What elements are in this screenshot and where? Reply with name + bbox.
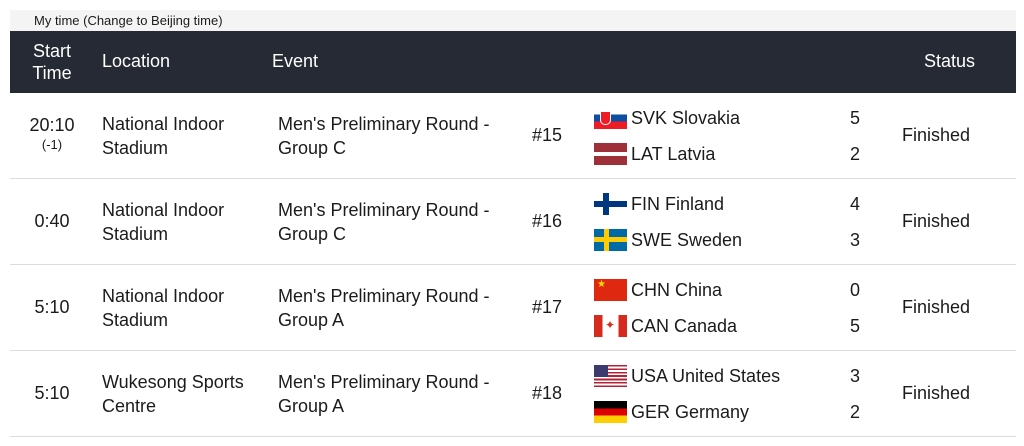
team-name: SVK Slovakia — [631, 107, 741, 128]
start-time-value: 5:10 — [34, 383, 70, 403]
match-status: Finished — [902, 383, 971, 403]
match-status: Finished — [902, 125, 971, 145]
team-home[interactable]: FIN Finland — [594, 192, 724, 216]
svk-flag-icon — [594, 107, 627, 129]
fin-flag-icon — [594, 193, 627, 215]
can-flag-icon — [594, 315, 627, 337]
team-name: SWE Sweden — [631, 229, 743, 250]
start-time-value: 5:10 — [34, 297, 70, 317]
start-time: 0:40 — [24, 209, 80, 233]
team-home[interactable]: SVK Slovakia — [594, 106, 740, 130]
team-home-score: 0 — [849, 280, 860, 300]
team-away[interactable]: CAN Canada — [594, 314, 737, 338]
timezone-bar: My time (Change to Beijing time) — [10, 10, 1016, 31]
match-number: #16 — [532, 211, 563, 231]
schedule-table-header: Start Time Location Event Status — [10, 31, 1016, 93]
timezone-toggle-link[interactable]: My time (Change to Beijing time) — [34, 13, 223, 28]
team-name: FIN Finland — [631, 193, 725, 214]
team-away-score: 3 — [849, 230, 860, 250]
swe-flag-icon — [594, 229, 627, 251]
usa-flag-icon — [594, 365, 627, 387]
table-row[interactable]: 5:10 Wukesong Sports Centre Men's Prelim… — [10, 351, 1016, 437]
table-row[interactable]: 0:40 National Indoor Stadium Men's Preli… — [10, 179, 1016, 265]
match-status: Finished — [902, 211, 971, 231]
table-row[interactable]: 20:10 (-1) National Indoor Stadium Men's… — [10, 93, 1016, 179]
event-name: Men's Preliminary Round - Group C — [278, 200, 490, 244]
team-away-score: 2 — [849, 402, 860, 422]
column-header-event: Event — [272, 51, 319, 71]
team-name: LAT Latvia — [631, 143, 716, 164]
match-status: Finished — [902, 297, 971, 317]
start-time-value: 0:40 — [34, 211, 70, 231]
team-name: CHN China — [631, 279, 723, 300]
team-away-score: 2 — [849, 144, 860, 164]
column-header-status: Status — [924, 51, 976, 71]
team-home-score: 5 — [849, 108, 860, 128]
team-name: USA United States — [631, 365, 781, 386]
location: National Indoor Stadium — [102, 114, 225, 158]
location: National Indoor Stadium — [102, 286, 225, 330]
match-number: #18 — [532, 383, 563, 403]
event-name: Men's Preliminary Round - Group A — [278, 286, 490, 330]
team-name: CAN Canada — [631, 315, 738, 336]
location: National Indoor Stadium — [102, 200, 225, 244]
team-away-score: 5 — [849, 316, 860, 336]
start-time: 5:10 — [24, 381, 80, 405]
event-name: Men's Preliminary Round - Group C — [278, 114, 490, 158]
team-name: GER Germany — [631, 401, 750, 422]
lat-flag-icon — [594, 143, 627, 165]
team-home[interactable]: USA United States — [594, 364, 780, 388]
column-header-start-time: Start Time — [32, 41, 72, 83]
match-number: #17 — [532, 297, 563, 317]
team-home-score: 3 — [849, 366, 860, 386]
team-away[interactable]: GER Germany — [594, 400, 749, 424]
day-offset: (-1) — [41, 137, 63, 152]
team-away[interactable]: SWE Sweden — [594, 228, 742, 252]
start-time: 20:10 (-1) — [24, 113, 80, 153]
start-time: 5:10 — [24, 295, 80, 319]
table-row[interactable]: 5:10 National Indoor Stadium Men's Preli… — [10, 265, 1016, 351]
location: Wukesong Sports Centre — [102, 372, 244, 416]
chn-flag-icon — [594, 279, 627, 301]
team-away[interactable]: LAT Latvia — [594, 142, 715, 166]
team-home[interactable]: CHN China — [594, 278, 722, 302]
ger-flag-icon — [594, 401, 627, 423]
match-number: #15 — [532, 125, 563, 145]
team-home-score: 4 — [849, 194, 860, 214]
column-header-location: Location — [102, 51, 171, 71]
start-time-value: 20:10 — [29, 115, 75, 135]
event-name: Men's Preliminary Round - Group A — [278, 372, 490, 416]
